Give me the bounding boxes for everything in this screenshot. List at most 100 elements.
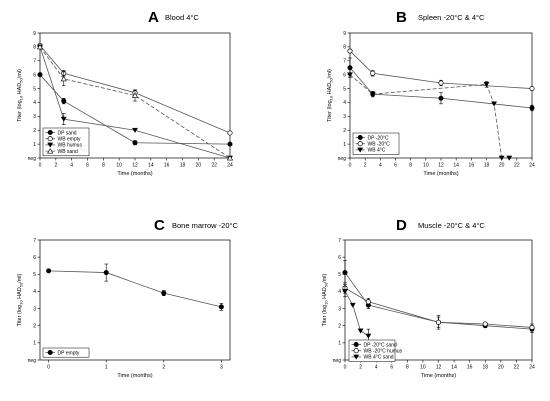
y-tick-label: 5 xyxy=(338,272,341,278)
legend-marker xyxy=(47,130,53,136)
data-point xyxy=(342,270,348,276)
x-tick-label: 24 xyxy=(529,365,535,371)
x-tick-label: 10 xyxy=(423,163,429,169)
panel-letter: B xyxy=(396,9,407,26)
series-line xyxy=(39,45,231,134)
x-tick-label: 4 xyxy=(375,365,378,371)
data-point xyxy=(529,324,535,330)
x-tick-label: 12 xyxy=(438,163,444,169)
x-tick-label: 8 xyxy=(406,365,409,371)
y-axis-label-subscript: 50 xyxy=(18,282,23,287)
y-tick-label: 2 xyxy=(33,128,36,134)
y-tick-label: neg xyxy=(333,358,342,364)
x-tick-label: 1 xyxy=(105,365,108,371)
legend-box xyxy=(42,347,90,358)
y-tick-label: 7 xyxy=(338,238,341,244)
panel-letter: A xyxy=(148,9,159,26)
data-point xyxy=(483,82,490,88)
data-point xyxy=(103,270,109,276)
y-tick-label: 8 xyxy=(33,45,36,51)
y-axis-label-part: Titer (log xyxy=(17,305,23,327)
legend-marker xyxy=(47,349,53,355)
x-axis-label: Time (months) xyxy=(117,373,152,379)
data-point xyxy=(370,70,376,76)
x-tick-label: 4 xyxy=(379,163,382,169)
y-tick-label: 4 xyxy=(33,289,36,295)
legend-label: WB -20°C humus xyxy=(364,349,403,355)
series-1 xyxy=(46,263,224,311)
data-point xyxy=(36,43,44,50)
panel-title: Blood 4°C xyxy=(165,13,199,22)
legend-label: WB -20°C xyxy=(368,142,391,148)
y-tick-label: 9 xyxy=(343,31,346,37)
x-tick-label: 6 xyxy=(86,163,89,169)
legend-entry: WB empty xyxy=(45,136,81,143)
legend-marker xyxy=(353,348,359,354)
y-axis-label: Titer (log10 HAD50/ml) xyxy=(17,273,23,326)
y-tick-label: neg xyxy=(28,358,37,364)
y-axis-label: Titer (log10 HAD50/ml) xyxy=(17,69,23,122)
data-point xyxy=(132,127,138,133)
series-2 xyxy=(37,42,233,136)
y-tick-label: 7 xyxy=(33,59,36,65)
legend-entry: DP -20°C xyxy=(355,135,389,141)
series-line xyxy=(39,74,231,145)
series-2 xyxy=(347,48,535,92)
y-tick-label: 1 xyxy=(338,341,341,347)
x-tick-label: 20 xyxy=(498,365,504,371)
data-point xyxy=(131,92,139,98)
plot-frame xyxy=(39,239,231,361)
panel-title: Spleen -20°C & 4°C xyxy=(418,13,485,22)
x-tick-label: 8 xyxy=(409,163,412,169)
y-axis-label-part: HAD xyxy=(17,83,23,96)
y-axis-label-part: Titer (log xyxy=(322,305,328,327)
series-1 xyxy=(37,72,233,147)
x-tick-label: 18 xyxy=(484,163,490,169)
y-axis-label: Titer (log10 HAD50/ml) xyxy=(327,69,333,122)
y-axis-label-part: HAD xyxy=(322,287,328,300)
legend-entry: WB -20°C humus xyxy=(351,348,403,355)
y-axis-label-part: Titer (log xyxy=(327,100,333,122)
legend-label: WB 4°C xyxy=(368,148,386,154)
y-tick-label: 4 xyxy=(338,289,341,295)
series-3 xyxy=(347,72,513,161)
data-point xyxy=(226,155,234,161)
data-point xyxy=(529,86,535,92)
x-tick-label: 2 xyxy=(54,163,57,169)
y-axis-label-subscript: 10 xyxy=(18,95,23,100)
x-tick-label: 2 xyxy=(359,365,362,371)
x-tick-label: 14 xyxy=(148,163,154,169)
x-tick-label: 16 xyxy=(467,365,473,371)
data-point xyxy=(218,304,224,310)
y-tick-label: 3 xyxy=(338,306,341,312)
data-point xyxy=(347,48,353,54)
data-point xyxy=(347,72,353,78)
legend-label: DP sand xyxy=(58,130,77,136)
data-point xyxy=(37,72,43,78)
data-point xyxy=(132,140,138,146)
y-axis-label-part: /ml) xyxy=(327,69,333,78)
y-tick-label: neg xyxy=(338,156,347,162)
data-point xyxy=(491,101,498,107)
x-axis-label: Time (months) xyxy=(421,373,456,379)
data-point xyxy=(435,319,442,325)
y-axis-label-part: HAD xyxy=(17,287,23,300)
x-tick-label: 18 xyxy=(180,163,186,169)
x-tick-label: 4 xyxy=(70,163,73,169)
x-axis-label: Time (months) xyxy=(423,171,458,177)
data-point xyxy=(506,155,513,161)
series-4 xyxy=(36,43,234,161)
x-tick-label: 0 xyxy=(39,163,42,169)
y-axis-label-part: HAD xyxy=(327,83,333,96)
data-point xyxy=(438,80,444,86)
y-axis-label-subscript: 50 xyxy=(328,78,333,83)
x-tick-label: 20 xyxy=(499,163,505,169)
chart-panel-a: A Blood 4°C0 2 4 6 8 10 12 14 16 18 20 22 24neg123456… xyxy=(17,9,234,177)
x-tick-label: 10 xyxy=(420,365,426,371)
y-tick-label: 1 xyxy=(343,142,346,148)
y-tick-label: 6 xyxy=(33,255,36,261)
y-tick-label: 1 xyxy=(33,341,36,347)
legend-marker xyxy=(357,135,363,141)
chart-panel-c: C Bone marrow -20°C 0 1 2 3 neg 1 2 3 4 5 6 7 Time (mo… xyxy=(17,217,239,379)
